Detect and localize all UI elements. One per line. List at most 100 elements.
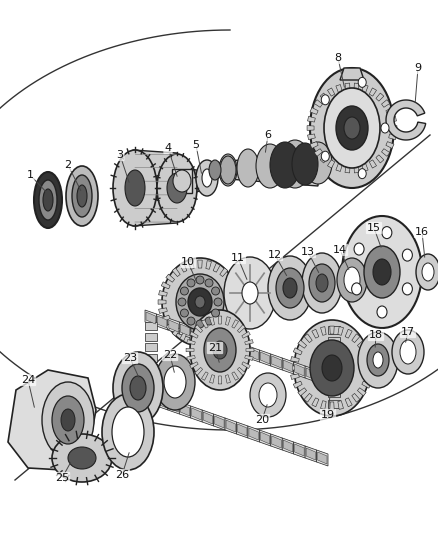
- Polygon shape: [192, 169, 200, 193]
- Ellipse shape: [382, 227, 392, 239]
- Ellipse shape: [294, 320, 370, 416]
- Polygon shape: [304, 334, 312, 343]
- Bar: [172, 169, 192, 193]
- Ellipse shape: [237, 149, 259, 187]
- Ellipse shape: [367, 344, 389, 376]
- Polygon shape: [306, 368, 315, 380]
- Polygon shape: [307, 126, 314, 131]
- Text: 11: 11: [231, 253, 245, 263]
- Polygon shape: [201, 372, 208, 380]
- Polygon shape: [203, 412, 212, 424]
- Polygon shape: [381, 149, 390, 156]
- Ellipse shape: [279, 140, 311, 188]
- Ellipse shape: [195, 296, 205, 308]
- Text: 3: 3: [117, 150, 124, 160]
- Polygon shape: [214, 334, 225, 350]
- Ellipse shape: [403, 249, 412, 261]
- Ellipse shape: [337, 258, 367, 302]
- Polygon shape: [215, 336, 224, 348]
- Ellipse shape: [268, 256, 312, 320]
- Polygon shape: [156, 394, 168, 410]
- Ellipse shape: [310, 68, 394, 188]
- Polygon shape: [145, 385, 157, 393]
- Polygon shape: [357, 388, 366, 396]
- Ellipse shape: [180, 287, 188, 295]
- Ellipse shape: [113, 150, 157, 226]
- Ellipse shape: [102, 394, 154, 470]
- Polygon shape: [294, 362, 305, 378]
- Polygon shape: [206, 261, 212, 269]
- Polygon shape: [386, 108, 394, 115]
- Polygon shape: [237, 325, 245, 333]
- Polygon shape: [215, 161, 228, 179]
- Ellipse shape: [155, 354, 195, 410]
- Polygon shape: [168, 398, 179, 414]
- Polygon shape: [365, 374, 373, 379]
- Ellipse shape: [39, 180, 57, 220]
- Polygon shape: [354, 83, 359, 91]
- Text: 16: 16: [415, 227, 429, 237]
- Polygon shape: [226, 420, 236, 432]
- Polygon shape: [294, 442, 305, 458]
- Ellipse shape: [214, 298, 222, 306]
- Ellipse shape: [373, 259, 391, 285]
- Ellipse shape: [72, 175, 92, 217]
- Polygon shape: [352, 393, 360, 402]
- Text: 9: 9: [414, 63, 421, 73]
- Polygon shape: [156, 314, 168, 330]
- Ellipse shape: [292, 143, 318, 185]
- Ellipse shape: [162, 258, 238, 346]
- Text: 21: 21: [208, 343, 222, 353]
- Polygon shape: [338, 327, 343, 335]
- Polygon shape: [202, 410, 214, 426]
- Polygon shape: [187, 340, 195, 345]
- Polygon shape: [166, 322, 175, 330]
- Polygon shape: [215, 416, 224, 428]
- Polygon shape: [145, 353, 157, 361]
- Ellipse shape: [196, 276, 204, 284]
- Ellipse shape: [196, 160, 218, 196]
- Polygon shape: [362, 85, 368, 93]
- Ellipse shape: [316, 274, 328, 292]
- Polygon shape: [201, 320, 208, 328]
- Ellipse shape: [377, 306, 387, 318]
- Polygon shape: [306, 448, 315, 460]
- Polygon shape: [366, 366, 374, 370]
- Ellipse shape: [403, 283, 412, 295]
- Ellipse shape: [400, 340, 416, 364]
- Polygon shape: [354, 166, 359, 173]
- Polygon shape: [159, 308, 167, 313]
- Polygon shape: [180, 404, 190, 416]
- Ellipse shape: [309, 264, 335, 302]
- Ellipse shape: [167, 173, 187, 203]
- Polygon shape: [145, 322, 157, 330]
- Polygon shape: [232, 372, 239, 380]
- Polygon shape: [166, 274, 175, 282]
- Polygon shape: [237, 422, 248, 438]
- Polygon shape: [390, 126, 397, 131]
- Polygon shape: [188, 335, 194, 343]
- Polygon shape: [298, 340, 307, 348]
- Polygon shape: [249, 348, 258, 360]
- Polygon shape: [345, 166, 350, 173]
- Polygon shape: [157, 396, 167, 408]
- Ellipse shape: [61, 409, 75, 431]
- Ellipse shape: [42, 382, 94, 458]
- Polygon shape: [381, 100, 390, 107]
- Ellipse shape: [358, 168, 366, 179]
- Polygon shape: [305, 446, 317, 462]
- Polygon shape: [145, 310, 156, 326]
- Polygon shape: [304, 393, 312, 402]
- Ellipse shape: [77, 185, 87, 207]
- Polygon shape: [232, 320, 239, 328]
- Ellipse shape: [358, 77, 366, 87]
- Polygon shape: [145, 375, 157, 383]
- Ellipse shape: [204, 328, 236, 372]
- Polygon shape: [259, 350, 271, 366]
- Text: 23: 23: [123, 353, 137, 363]
- Polygon shape: [260, 352, 270, 364]
- Polygon shape: [298, 388, 307, 396]
- Ellipse shape: [43, 189, 53, 211]
- Polygon shape: [180, 332, 187, 341]
- Ellipse shape: [125, 170, 145, 206]
